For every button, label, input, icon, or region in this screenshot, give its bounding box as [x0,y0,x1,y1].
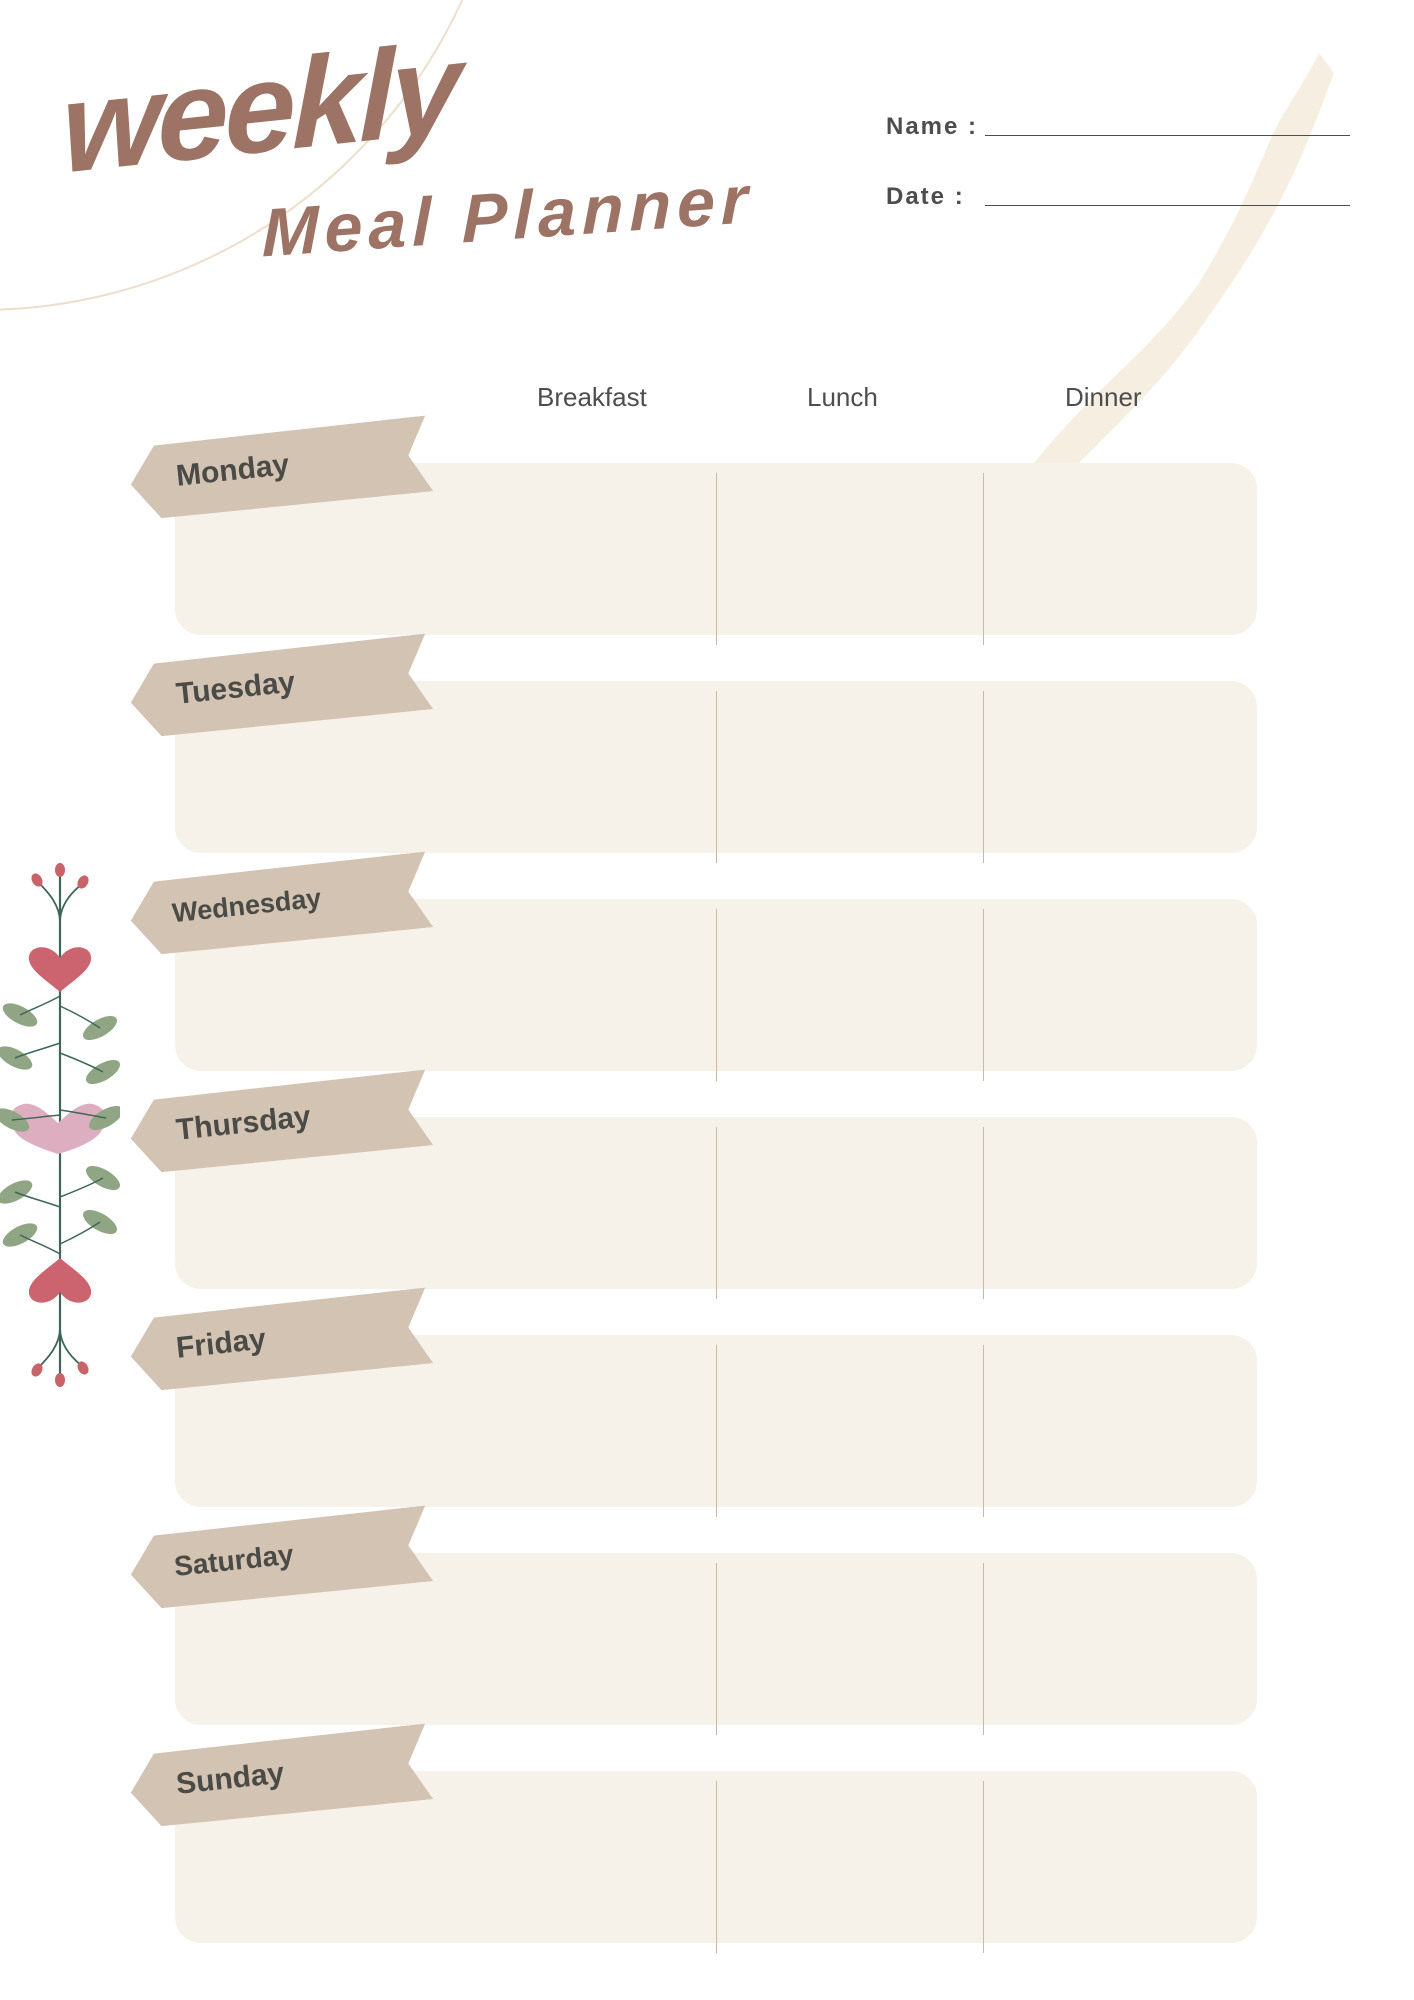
svg-text:Meal Planner: Meal Planner [262,161,753,271]
svg-text:weekly: weekly [62,15,467,200]
